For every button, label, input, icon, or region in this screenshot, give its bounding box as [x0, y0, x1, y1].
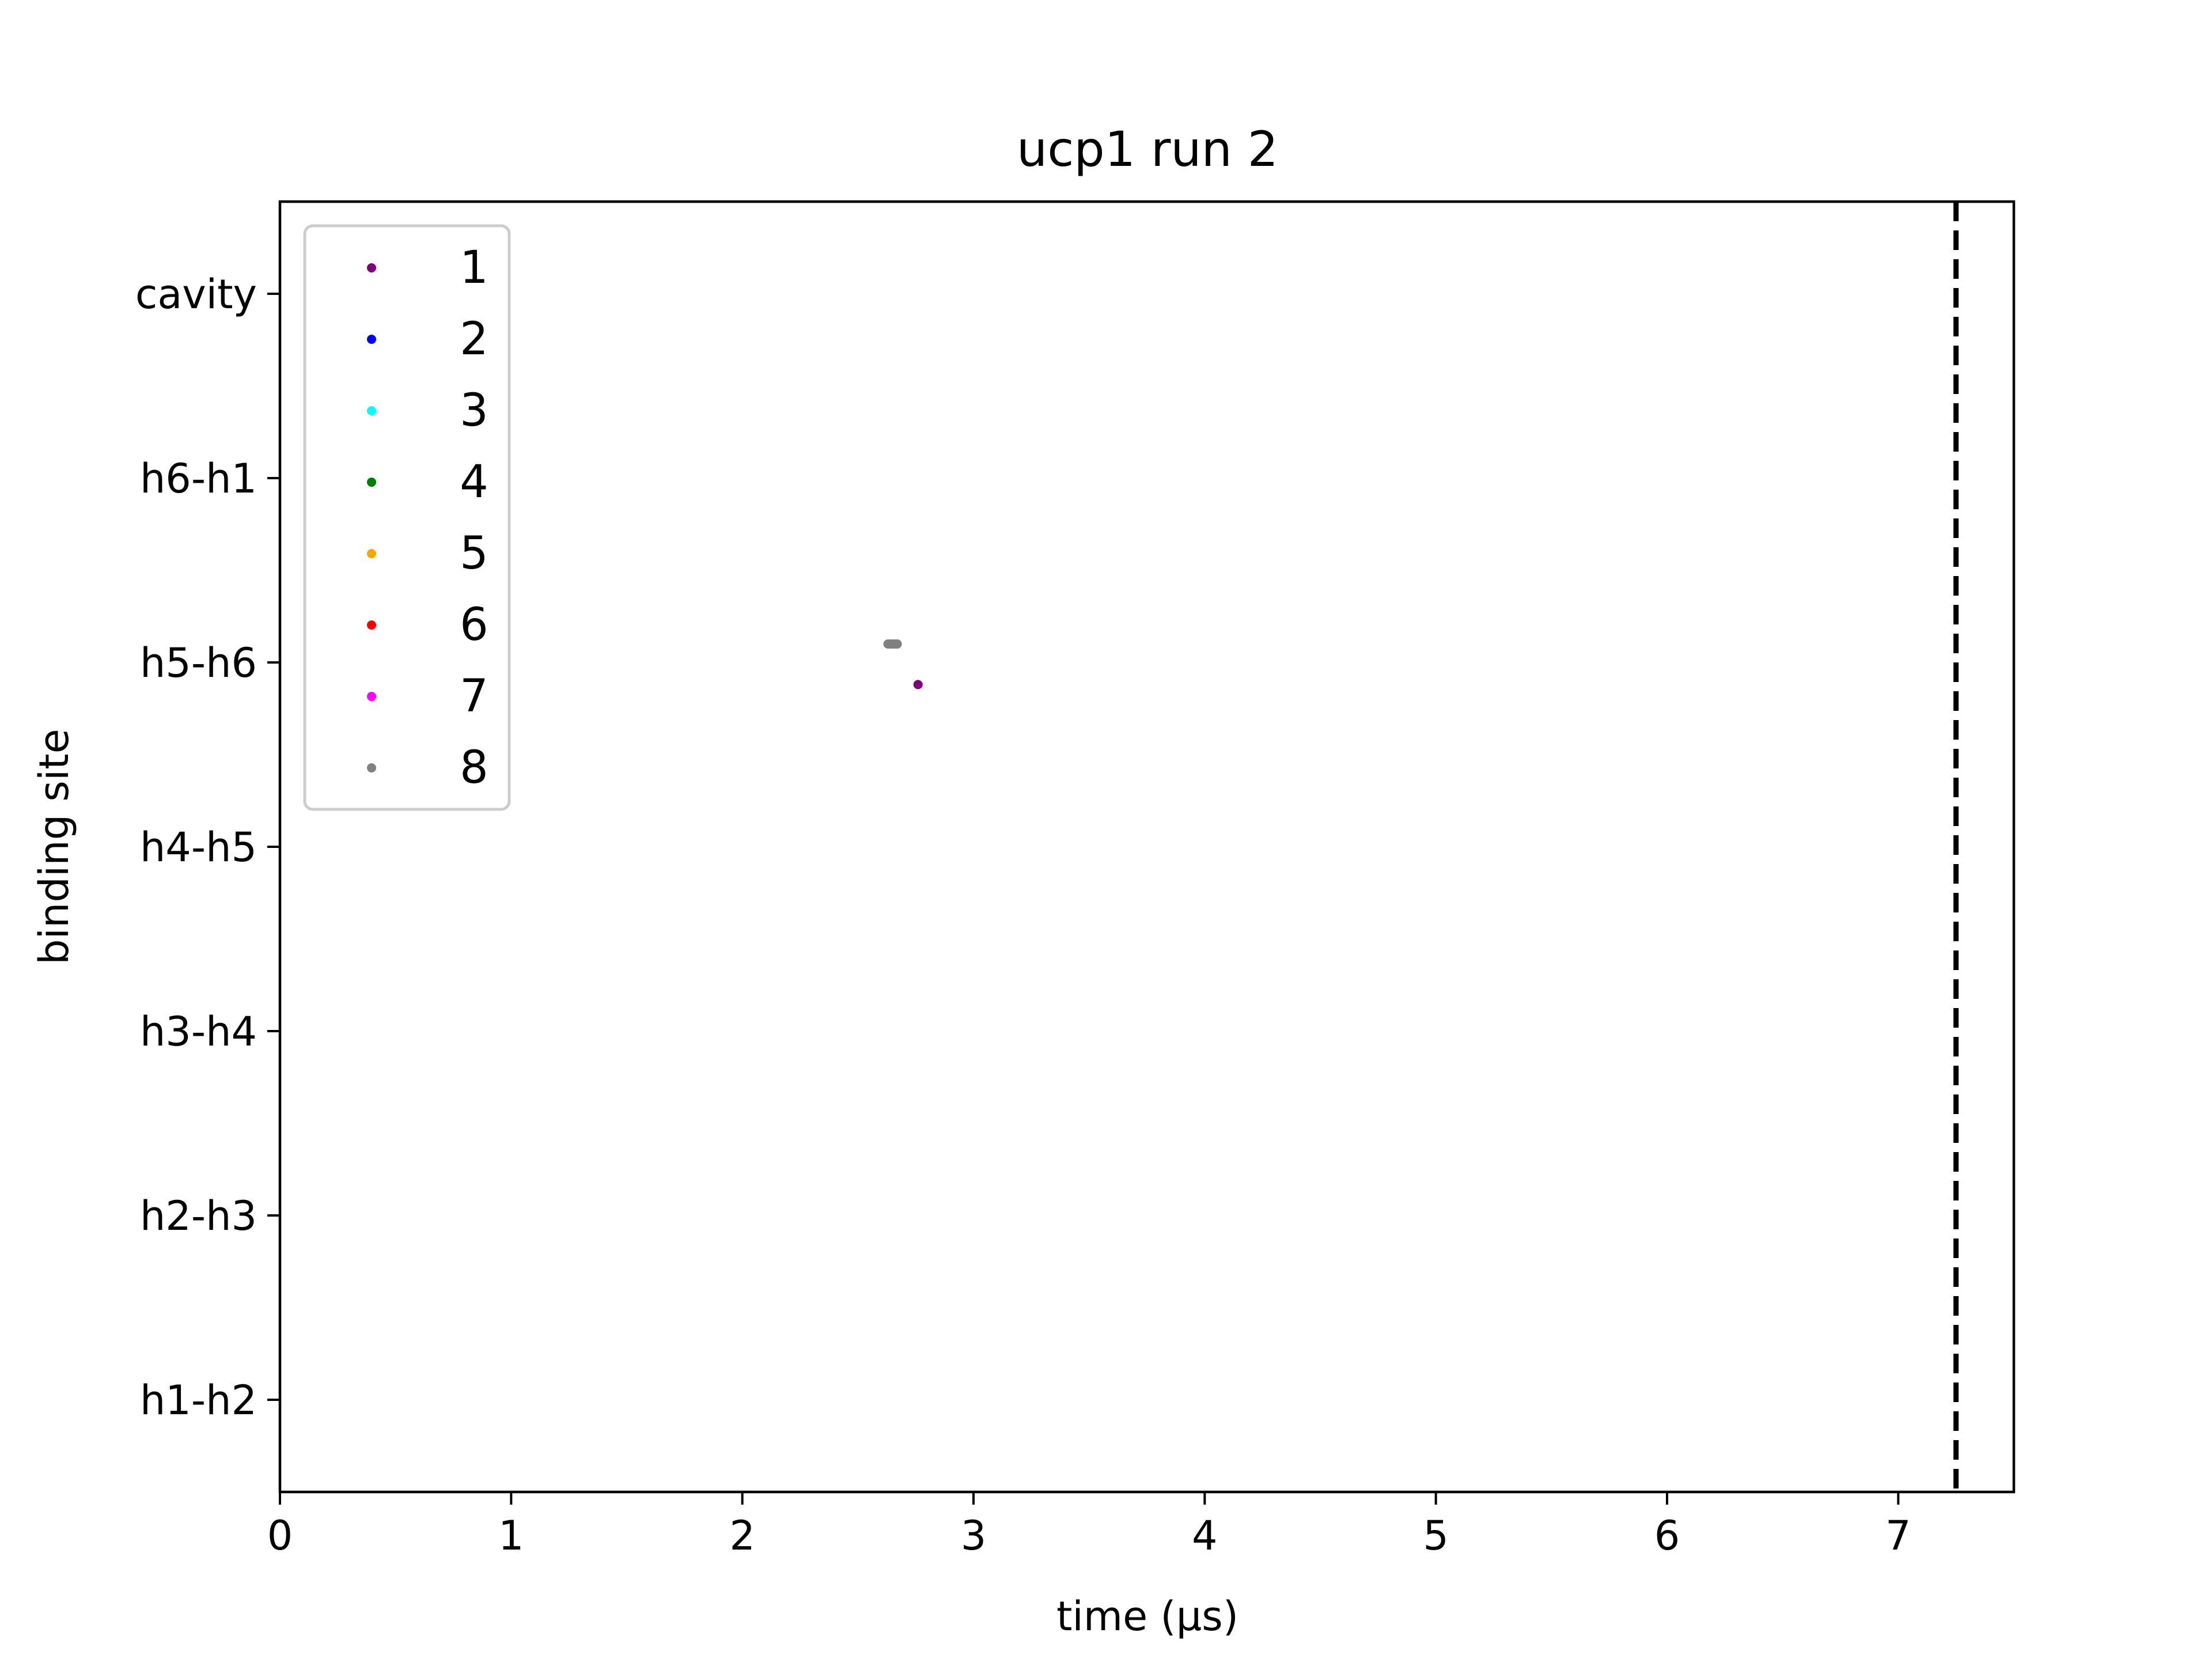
- y-tick-label: cavity: [135, 271, 257, 318]
- legend-marker: [367, 263, 376, 272]
- legend-marker: [367, 549, 376, 558]
- x-tick-label: 7: [1885, 1512, 1911, 1559]
- legend-label: 8: [460, 742, 488, 794]
- x-axis: 0 1 2 3 4 5 6 7: [267, 1492, 1911, 1559]
- legend-label: 2: [460, 313, 488, 365]
- y-tick-label: h5-h6: [140, 639, 257, 687]
- y-axis: h1-h2 h2-h3 h3-h4 h4-h5 h5-h6 h6-h1 cavity: [135, 271, 280, 1424]
- y-tick-label: h2-h3: [140, 1192, 257, 1240]
- legend-label: 1: [460, 242, 488, 294]
- data-marks: [883, 639, 923, 690]
- legend-label: 7: [460, 671, 488, 722]
- y-tick-label: h4-h5: [140, 824, 257, 871]
- x-tick-label: 3: [961, 1512, 987, 1559]
- legend-label: 5: [460, 528, 488, 579]
- legend: 1 2 3 4 5 6 7 8: [303, 224, 511, 811]
- y-tick-label: h3-h4: [140, 1008, 257, 1055]
- x-tick-label: 0: [267, 1512, 293, 1559]
- x-tick-label: 2: [729, 1512, 755, 1559]
- x-axis-label: time (μs): [1056, 1593, 1238, 1640]
- legend-label: 3: [460, 385, 488, 437]
- y-tick-label: h1-h2: [140, 1377, 257, 1424]
- plot-frame: [278, 200, 2016, 1494]
- legend-marker: [367, 478, 376, 487]
- legend-marker: [367, 335, 376, 344]
- x-tick-label: 5: [1423, 1512, 1449, 1559]
- x-tick-label: 1: [498, 1512, 524, 1559]
- plot-area: [280, 202, 2014, 1492]
- legend-marker: [367, 763, 376, 772]
- legend-label: 4: [460, 456, 488, 508]
- x-tick-label: 4: [1192, 1512, 1218, 1559]
- legend-marker: [367, 406, 376, 415]
- data-point: [913, 680, 923, 690]
- legend-marker: [367, 620, 376, 630]
- legend-marker: [367, 692, 376, 701]
- plot-background: [280, 202, 2014, 1492]
- x-tick-label: 6: [1654, 1512, 1680, 1559]
- legend-label: 6: [460, 599, 488, 651]
- legend-box: [303, 224, 511, 811]
- y-axis-label: binding site: [31, 729, 78, 965]
- y-tick-label: h6-h1: [140, 455, 257, 502]
- data-point: [892, 639, 902, 649]
- chart-title: ucp1 run 2: [1017, 121, 1278, 177]
